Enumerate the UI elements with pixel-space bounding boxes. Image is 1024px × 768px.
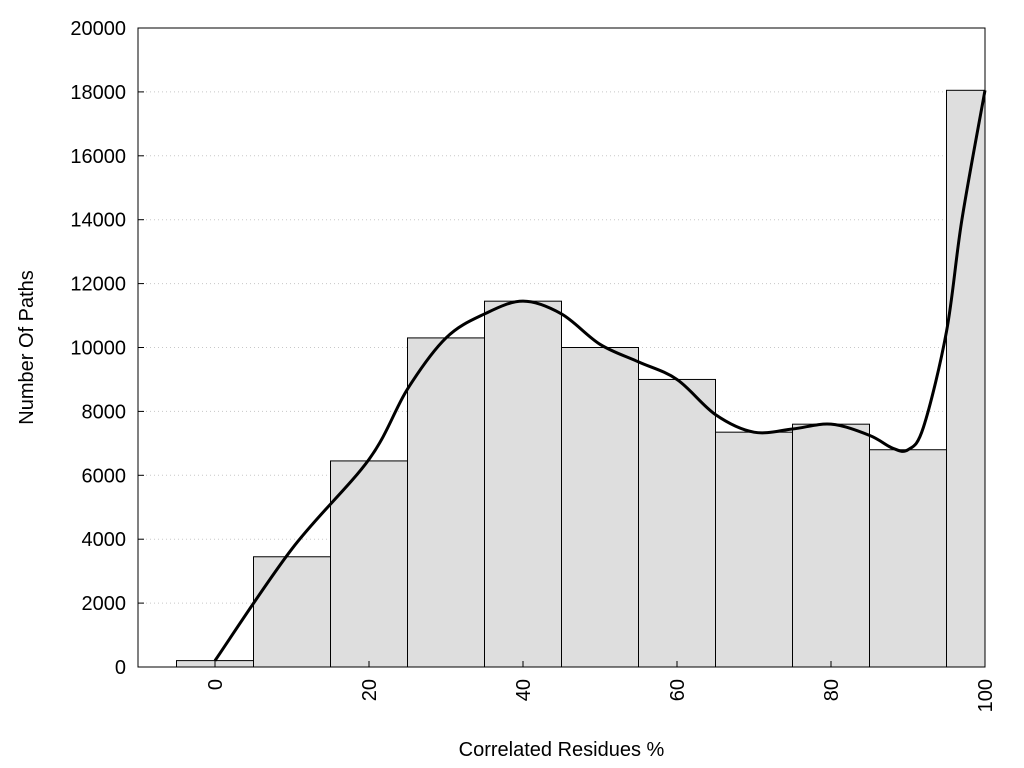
x-tick-label: 80 bbox=[821, 679, 843, 701]
histogram-bar bbox=[407, 337, 485, 668]
histogram-bar bbox=[253, 556, 331, 668]
y-tick-label: 0 bbox=[115, 657, 126, 679]
x-tick-label: 100 bbox=[975, 679, 997, 712]
y-axis-title: Number Of Paths bbox=[16, 270, 38, 425]
x-tick-label: 40 bbox=[513, 679, 535, 701]
histogram-bar bbox=[869, 449, 947, 668]
y-tick-label: 14000 bbox=[70, 210, 126, 232]
y-tick-label: 10000 bbox=[70, 338, 126, 360]
x-tick-label: 0 bbox=[205, 679, 227, 690]
histogram-bar bbox=[561, 347, 639, 668]
histogram-bar bbox=[946, 89, 986, 668]
y-tick-label: 18000 bbox=[70, 82, 126, 104]
histogram-bar bbox=[792, 423, 870, 668]
y-axis-ticks: 0 2000 4000 6000 8000 10000 12000 14000 16000 180… bbox=[70, 18, 144, 679]
x-axis-title: Correlated Residues % bbox=[459, 739, 665, 761]
x-axis-ticks: 0 20 40 60 80 100 bbox=[205, 661, 997, 712]
histogram-bars bbox=[176, 89, 986, 668]
x-tick-label: 60 bbox=[667, 679, 689, 701]
x-tick-label: 20 bbox=[359, 679, 381, 701]
histogram-bar bbox=[715, 431, 793, 668]
y-tick-label: 12000 bbox=[70, 274, 126, 296]
y-tick-label: 2000 bbox=[82, 593, 127, 615]
smoothed-curve bbox=[213, 90, 987, 662]
y-tick-label: 6000 bbox=[82, 465, 127, 487]
histogram-bar bbox=[484, 300, 562, 668]
histogram-bar bbox=[638, 378, 716, 668]
y-tick-label: 20000 bbox=[70, 18, 126, 40]
y-tick-label: 8000 bbox=[82, 401, 127, 423]
y-tick-label: 4000 bbox=[82, 529, 127, 551]
y-tick-label: 16000 bbox=[70, 146, 126, 168]
